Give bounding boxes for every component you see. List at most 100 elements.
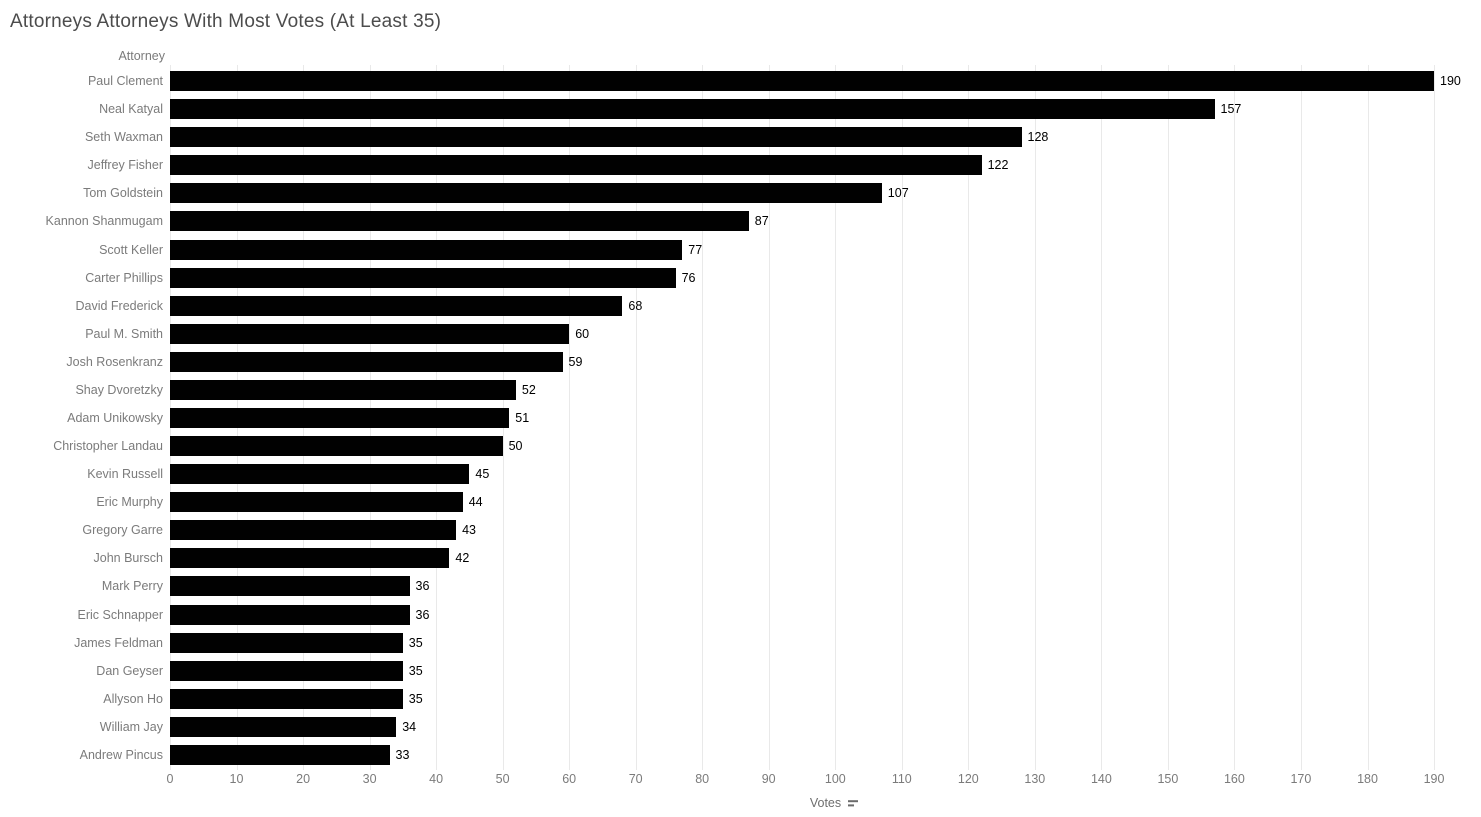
attorney-name-label[interactable]: Kevin Russell (87, 467, 163, 482)
attorney-name-label[interactable]: James Feldman (74, 635, 163, 650)
attorney-name-label[interactable]: John Bursch (93, 551, 163, 566)
bar[interactable] (170, 464, 470, 485)
gridline (835, 65, 837, 770)
bar-value-label: 76 (681, 270, 696, 285)
bar-row: Eric Schnapper 36 (0, 600, 1481, 628)
bar[interactable] (170, 211, 749, 232)
attorney-name-label[interactable]: William Jay (99, 719, 163, 734)
attorney-name-label[interactable]: Jeffrey Fisher (87, 158, 164, 173)
attorney-name-label[interactable]: Seth Waxman (84, 130, 163, 145)
bar-value-label: 51 (515, 410, 530, 425)
attorney-name-label[interactable]: Paul M. Smith (85, 326, 163, 341)
attorney-name-label[interactable]: Andrew Pincus (79, 747, 163, 762)
attorney-name-label[interactable]: Eric Schnapper (77, 607, 163, 622)
attorney-name-label[interactable]: Allyson Ho (103, 691, 163, 706)
attorney-name-label[interactable]: David Frederick (75, 298, 163, 313)
bar-row: Josh Rosenkranz 59 (0, 348, 1481, 376)
bar[interactable] (170, 604, 410, 625)
bar[interactable] (170, 520, 457, 541)
bar[interactable] (170, 436, 503, 457)
bar-row: David Frederick 68 (0, 292, 1481, 320)
bar-area: 76 (170, 267, 1481, 288)
x-axis-tick-labels: 0 10 20 30 40 50 60 70 80 90 100 110 120 130 140 150 160… (167, 772, 1464, 788)
gridline (768, 65, 770, 770)
attorney-name-label[interactable]: Shay Dvoretzky (75, 382, 163, 397)
bar-row: Allyson Ho 35 (0, 685, 1481, 713)
bar-area: 44 (170, 492, 1481, 513)
bar-value-label: 36 (415, 579, 430, 594)
attorney-name-label[interactable]: Gregory Garre (82, 523, 163, 538)
bar-row: Scott Keller 77 (0, 235, 1481, 263)
attorney-name-label[interactable]: Paul Clement (87, 74, 163, 89)
bar-area: 51 (170, 407, 1481, 428)
bar[interactable] (170, 492, 463, 513)
bar[interactable] (170, 576, 410, 597)
page-title: Attorneys Attorneys With Most Votes (At … (10, 11, 442, 32)
gridline (635, 65, 637, 770)
bar-value-label: 33 (395, 747, 410, 762)
bar[interactable] (170, 267, 676, 288)
attorney-name-label[interactable]: Scott Keller (99, 242, 163, 257)
attorney-name-label[interactable]: Kannon Shanmugam (45, 214, 163, 229)
x-axis-tick-label: 100 (824, 772, 846, 786)
attorney-name-label[interactable]: Josh Rosenkranz (66, 354, 163, 369)
bar[interactable] (170, 71, 1434, 92)
x-axis-tick-label: 180 (1357, 772, 1378, 786)
bar-area: 43 (170, 520, 1481, 541)
attorney-name-label[interactable]: Tom Goldstein (83, 186, 163, 201)
bar-value-label: 190 (1440, 74, 1461, 89)
bar[interactable] (170, 632, 403, 653)
bar[interactable] (170, 351, 563, 372)
attorney-name-label[interactable]: Carter Phillips (85, 270, 163, 285)
attorney-name-label[interactable]: Adam Unikowsky (67, 410, 163, 425)
bar[interactable] (170, 183, 882, 204)
bar-row: Carter Phillips 76 (0, 264, 1481, 292)
bar-row: Adam Unikowsky 51 (0, 404, 1481, 432)
bar[interactable] (170, 379, 516, 400)
attorney-name-label[interactable]: Neal Katyal (99, 102, 163, 117)
bar[interactable] (170, 688, 403, 709)
bar[interactable] (170, 716, 397, 737)
bar-row: Paul Clement 190 (0, 67, 1481, 95)
x-axis-tick-label: 170 (1290, 772, 1312, 786)
bar-area: 33 (170, 744, 1481, 765)
bar-row: Andrew Pincus 33 (0, 741, 1481, 769)
bar-row: Kannon Shanmugam 87 (0, 207, 1481, 235)
bar[interactable] (170, 295, 623, 316)
x-axis-tick-label: 70 (628, 772, 643, 786)
attorney-name-label[interactable]: Mark Perry (101, 579, 163, 594)
bar-value-label: 34 (402, 719, 417, 734)
bar[interactable] (170, 323, 570, 344)
x-axis-tick-label: 190 (1423, 772, 1445, 786)
sort-descending-icon[interactable] (847, 798, 860, 809)
bar-area: 42 (170, 548, 1481, 569)
x-axis-tick-label: 160 (1223, 772, 1245, 786)
bar-value-label: 122 (987, 158, 1009, 173)
bar[interactable] (170, 407, 510, 428)
bar[interactable] (170, 744, 390, 765)
bar-area: 35 (170, 688, 1481, 709)
bar-area: 35 (170, 632, 1481, 653)
attorney-name-label[interactable]: Dan Geyser (96, 663, 163, 678)
bar-area: 36 (170, 576, 1481, 597)
attorney-name-label[interactable]: Eric Murphy (96, 495, 163, 510)
bar-area: 50 (170, 436, 1481, 457)
x-axis-tick-label: 120 (957, 772, 979, 786)
x-axis-tick-label: 40 (429, 772, 444, 786)
bar[interactable] (170, 127, 1022, 148)
category-field-label: Attorney (118, 49, 165, 63)
bar-value-label: 42 (455, 551, 470, 566)
bar-value-label: 36 (415, 607, 430, 622)
bar-area: 107 (170, 183, 1481, 204)
bar-row: Mark Perry 36 (0, 572, 1481, 600)
bar[interactable] (170, 660, 403, 681)
bar-area: 122 (170, 155, 1481, 176)
bar[interactable] (170, 99, 1215, 120)
bar[interactable] (170, 239, 683, 260)
bar-value-label: 87 (754, 214, 769, 229)
bar[interactable] (170, 155, 982, 176)
bar[interactable] (170, 548, 450, 569)
attorney-name-label[interactable]: Christopher Landau (53, 439, 163, 454)
x-axis-tick-label: 110 (891, 772, 912, 786)
bar-value-label: 43 (462, 523, 476, 538)
